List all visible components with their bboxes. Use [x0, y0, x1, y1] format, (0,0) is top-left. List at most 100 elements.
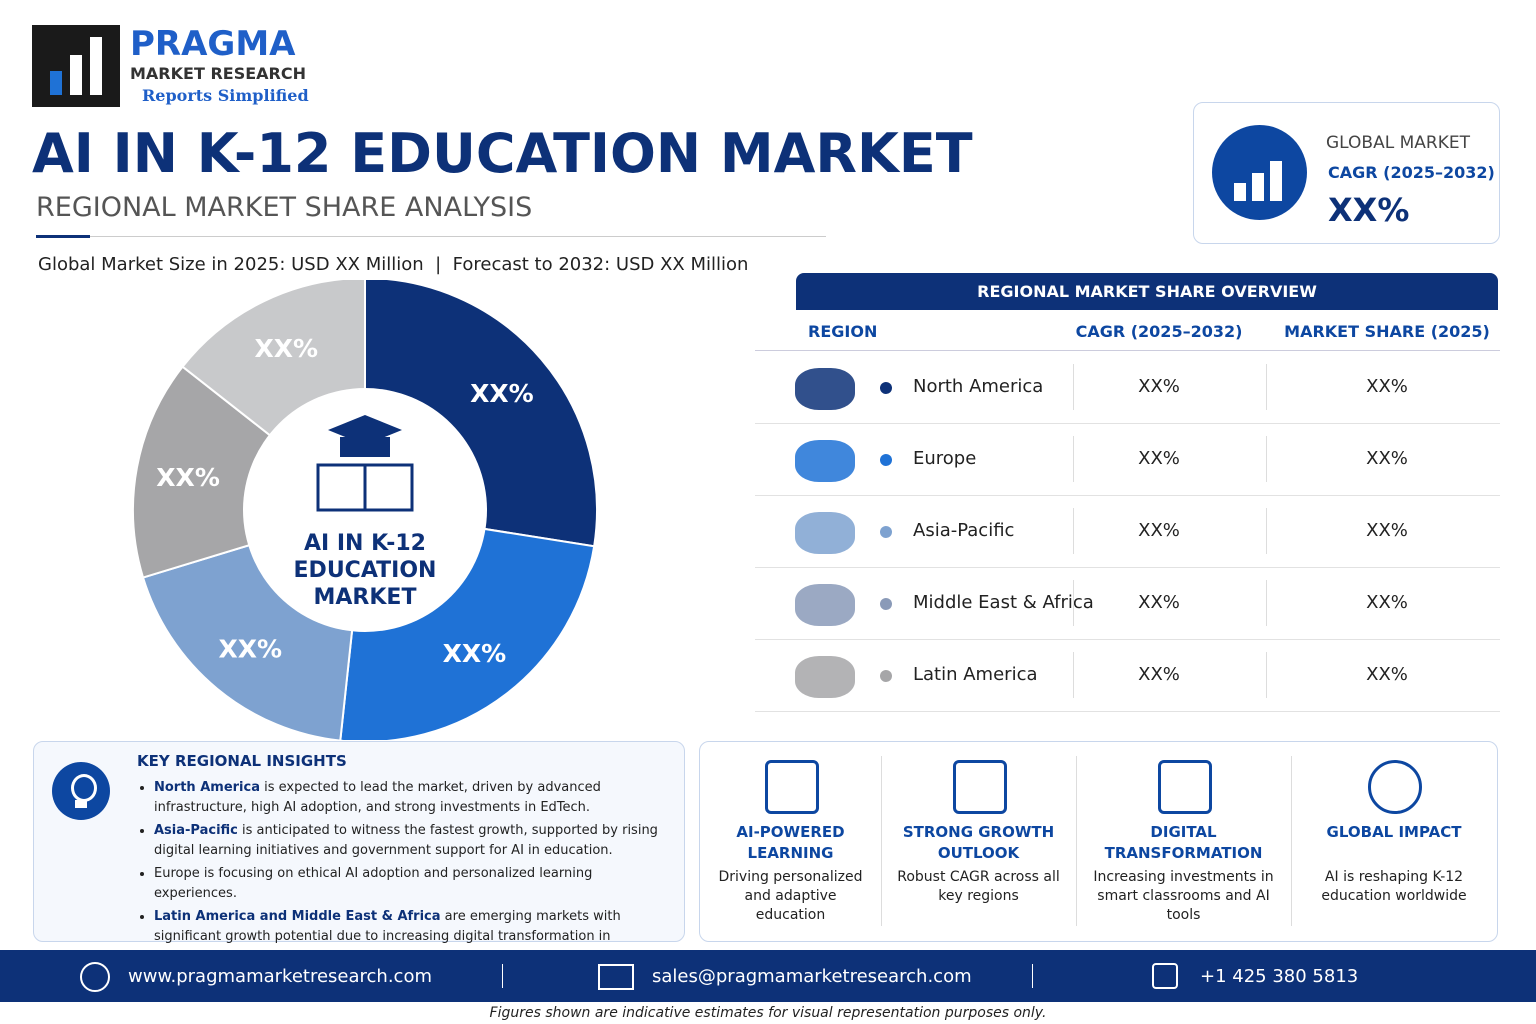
divider: [502, 964, 503, 988]
feature-title: GLOBAL IMPACT: [1326, 823, 1462, 841]
region-dot: [880, 526, 892, 538]
brand-sub: MARKET RESEARCH: [130, 64, 306, 83]
features-card: AI-POWERED LEARNING Driving personalized …: [699, 741, 1498, 942]
insight-bold: Latin America and Middle East & Africa: [154, 909, 441, 924]
feature-divider: [881, 756, 882, 926]
market-size: Global Market Size in 2025: USD XX Milli…: [38, 254, 424, 275]
tagline: Reports Simplified: [142, 86, 309, 105]
row-rule: [755, 423, 1500, 424]
feature-icon: [1368, 760, 1422, 814]
region-name: North America: [913, 376, 1044, 397]
region-dot: [880, 670, 892, 682]
region-dot: [880, 382, 892, 394]
row-rule: [755, 567, 1500, 568]
rule-accent: [36, 235, 90, 238]
insights-title: KEY REGIONAL INSIGHTS: [137, 752, 347, 770]
market-line: Global Market Size in 2025: USD XX Milli…: [38, 254, 748, 275]
feature-title: STRONG GROWTH OUTLOOK: [902, 823, 1055, 862]
col-divider: [1073, 364, 1074, 410]
region-map: [795, 656, 855, 698]
feature-divider: [1291, 756, 1292, 926]
footer: www.pragmamarketresearch.com sales@pragm…: [0, 950, 1536, 1002]
feature-icon: [764, 760, 819, 814]
insight: Asia-Pacific is anticipated to witness t…: [154, 821, 674, 861]
col-divider: [1073, 580, 1074, 626]
center-label: AI IN K-12: [304, 531, 426, 556]
slice-label: XX%: [470, 379, 534, 408]
region-name: Latin America: [913, 664, 1038, 685]
feature-text: AI is reshaping K-12 education worldwide: [1321, 869, 1467, 904]
insights-card: KEY REGIONAL INSIGHTS North America is e…: [33, 741, 685, 964]
insight-text: is expected to lead the market, driven b…: [154, 780, 601, 815]
feature-text: Increasing investments in smart classroo…: [1093, 869, 1274, 923]
table-header: CAGR (2025–2032): [1075, 322, 1243, 341]
col-divider: [1266, 580, 1267, 626]
col-divider: [1266, 652, 1267, 698]
center-label: EDUCATION: [294, 558, 437, 583]
title: AI IN K-12 EDUCATION MARKET: [32, 122, 973, 185]
phone-icon: [1152, 963, 1178, 989]
region-dot: [880, 598, 892, 610]
row-rule: [755, 711, 1500, 712]
col-divider: [1073, 652, 1074, 698]
feature-text: Robust CAGR across all key regions: [897, 869, 1060, 904]
share-cell: XX%: [1366, 376, 1408, 397]
col-divider: [1073, 508, 1074, 554]
region-map: [795, 584, 855, 626]
slice-label: XX%: [443, 639, 507, 668]
table-title: REGIONAL MARKET SHARE OVERVIEW: [796, 273, 1498, 310]
rule: [36, 236, 826, 237]
slice-label: XX%: [156, 463, 220, 492]
row-rule: [755, 495, 1500, 496]
col-divider: [1266, 436, 1267, 482]
slice-label: XX%: [218, 635, 282, 664]
cagr-period: CAGR (2025–2032): [1328, 163, 1495, 182]
table-header: MARKET SHARE (2025): [1284, 322, 1490, 341]
footnote: Figures shown are indicative estimates f…: [489, 1005, 1047, 1021]
subtitle: REGIONAL MARKET SHARE ANALYSIS: [36, 192, 533, 223]
region-map: [795, 368, 855, 410]
globe-icon: [80, 962, 110, 992]
insight-bold: North America: [154, 780, 260, 795]
region-dot: [880, 454, 892, 466]
cagr-icon: [1212, 125, 1307, 220]
phone[interactable]: +1 425 380 5813: [1200, 966, 1359, 987]
center-label: MARKET: [314, 585, 417, 610]
brand: PRAGMA: [130, 24, 296, 64]
logo: [32, 25, 120, 107]
feature-title: DIGITAL TRANSFORMATION: [1104, 823, 1263, 862]
forecast: Forecast to 2032: USD XX Million: [452, 254, 749, 275]
cap-icon: [340, 437, 390, 457]
table-header: REGION: [808, 322, 878, 341]
mail-icon: [598, 964, 634, 990]
region-table: REGION CAGR (2025–2032) MARKET SHARE (20…: [755, 310, 1500, 712]
region-name: Middle East & Africa: [913, 592, 1094, 613]
insights-list: North America is expected to lead the ma…: [138, 778, 674, 970]
share-cell: XX%: [1366, 592, 1408, 613]
share-cell: XX%: [1366, 520, 1408, 541]
col-divider: [1266, 364, 1267, 410]
region-name: Asia-Pacific: [913, 520, 1015, 541]
feature-icon: [1157, 760, 1212, 814]
insight: Europe is focusing on ethical AI adoptio…: [154, 864, 674, 904]
separator: |: [435, 254, 442, 275]
email[interactable]: sales@pragmamarketresearch.com: [652, 966, 972, 987]
feature-title: AI-POWERED LEARNING: [736, 823, 845, 862]
region-name: Europe: [913, 448, 977, 469]
cagr-cell: XX%: [1138, 520, 1180, 541]
feature-text: Driving personalized and adaptive educat…: [718, 869, 863, 923]
col-divider: [1073, 436, 1074, 482]
feature-divider: [1076, 756, 1077, 926]
col-divider: [1266, 508, 1267, 554]
share-cell: XX%: [1366, 448, 1408, 469]
cagr-value: XX%: [1328, 191, 1410, 229]
cagr-cell: XX%: [1138, 376, 1180, 397]
insight: North America is expected to lead the ma…: [154, 778, 674, 818]
website[interactable]: www.pragmamarketresearch.com: [128, 966, 432, 987]
divider: [1032, 964, 1033, 988]
slice-label: XX%: [255, 334, 319, 363]
insight-text: Europe is focusing on ethical AI adoptio…: [154, 866, 593, 901]
cagr-label: GLOBAL MARKET: [1326, 133, 1470, 153]
